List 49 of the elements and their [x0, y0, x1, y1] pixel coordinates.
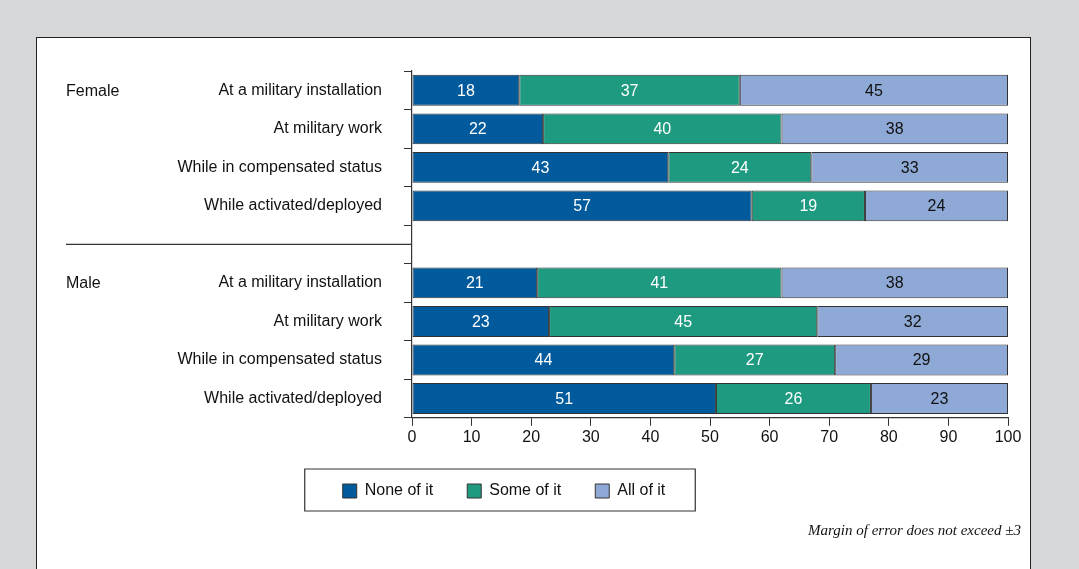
x-tick-label: 70	[820, 427, 839, 445]
text: Male	[66, 274, 101, 292]
data-label: 29	[912, 351, 931, 369]
legend-label: None of it	[364, 481, 434, 499]
y-tick-label: While activated/deployed	[204, 388, 382, 406]
legend-label: All of it	[617, 481, 666, 499]
data-label: 41	[650, 274, 669, 292]
x-tick-label: 40	[641, 427, 660, 445]
data-label: 43	[531, 158, 550, 176]
y-tick-label: At a military installation	[218, 80, 382, 98]
text: Female	[66, 81, 120, 99]
data-label: 23	[930, 389, 949, 407]
data-label: 45	[865, 81, 883, 99]
data-label: 32	[903, 312, 922, 330]
data-label: 24	[730, 158, 749, 176]
data-label: 38	[885, 120, 904, 138]
data-label: 33	[900, 158, 919, 176]
data-label: 21	[465, 274, 484, 292]
data-label: 23	[471, 312, 490, 330]
y-tick-label: At a military installation	[218, 273, 382, 291]
y-tick-label: While activated/deployed	[204, 196, 382, 214]
data-label: 51	[555, 389, 574, 407]
data-label: 38	[885, 274, 904, 292]
data-label: 19	[799, 197, 818, 215]
data-label: 24	[927, 197, 946, 215]
y-tick-label: While in compensated status	[177, 157, 382, 175]
data-label: 44	[534, 351, 553, 369]
x-tick-label: 80	[879, 427, 898, 445]
legend-label: Some of it	[489, 481, 562, 499]
y-tick-label: At military work	[273, 311, 383, 329]
x-tick-label: 30	[581, 427, 600, 445]
x-tick-label: 90	[939, 427, 958, 445]
data-label: 37	[620, 81, 639, 99]
x-tick-label: 100	[994, 427, 1022, 445]
data-label: 40	[653, 120, 672, 138]
data-label: 18	[456, 81, 475, 99]
text: Margin of error does not exceed ±3	[807, 521, 1021, 538]
data-label: 45	[674, 312, 693, 330]
y-tick-label: At military work	[273, 119, 383, 137]
x-tick-label: 60	[760, 427, 779, 445]
x-tick-label: 10	[462, 427, 481, 445]
data-label: 22	[468, 120, 487, 138]
data-label: 26	[784, 389, 803, 407]
x-tick-label: 0	[407, 427, 417, 445]
data-label: 57	[573, 197, 592, 215]
data-label: 27	[745, 351, 764, 369]
x-tick-label: 20	[522, 427, 541, 445]
x-tick-label: 50	[701, 427, 719, 445]
y-tick-label: While in compensated status	[177, 350, 382, 368]
